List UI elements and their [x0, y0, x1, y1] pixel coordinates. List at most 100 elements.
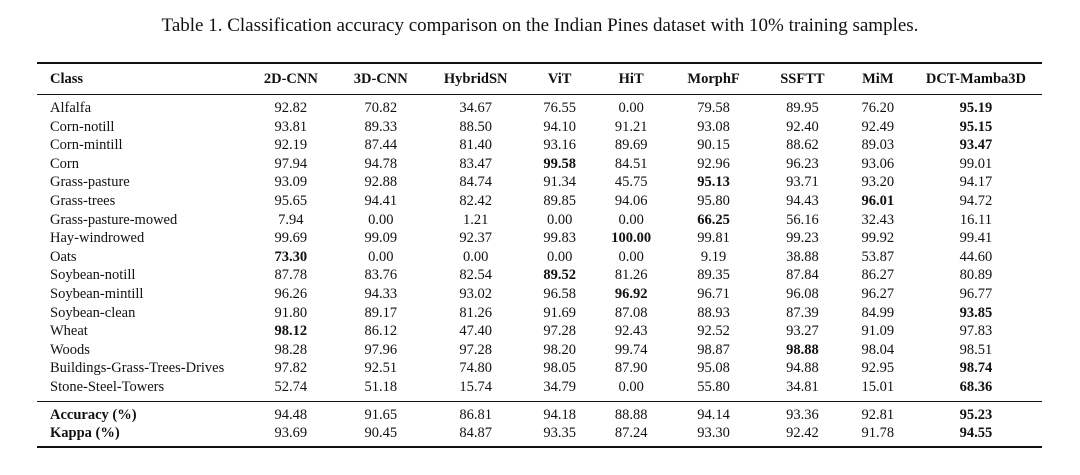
cell-mim: 53.87: [861, 248, 895, 265]
cell-hit: 81.26: [614, 267, 648, 284]
cell-ssftt: 94.88: [786, 360, 819, 377]
cell-mim: 86.27: [861, 267, 895, 284]
cell-vit: 89.85: [543, 192, 576, 209]
cell-dct-mamba3d: 95.23: [909, 400, 1042, 425]
cell-3d-cnn: 94.78: [364, 155, 398, 172]
cell-3d-cnn: 92.51: [364, 360, 398, 377]
row-label: Soybean-clean: [50, 304, 136, 321]
cell-dct-mamba3d: 44.60: [959, 248, 993, 265]
cell-3d-cnn: 83.76: [364, 267, 398, 284]
cell-3d-cnn: 51.18: [364, 378, 398, 395]
cell-vit: 94.18: [525, 400, 595, 425]
cell-hit: 0.00: [618, 211, 644, 228]
cell-2d-cnn: 93.09: [274, 174, 308, 191]
cell-vit: 96.58: [543, 285, 576, 302]
cell-ssftt: 93.27: [786, 323, 819, 340]
cell-ssftt: 88.62: [786, 137, 819, 154]
cell-morphf: 9.19: [700, 248, 727, 265]
cell-vit: 93.35: [525, 424, 595, 448]
table-row: Grass-pasture 93.09 92.88 84.74 91.34 45.75 95…: [37, 173, 1042, 192]
cell-vit: 91.69: [543, 304, 576, 321]
cell-3d-cnn: 97.96: [364, 341, 398, 358]
cell-morphf: 95.80: [697, 192, 730, 209]
cell-vit: 34.79: [543, 378, 576, 395]
cell-3d-cnn: 0.00: [368, 211, 394, 228]
cell-dct-mamba3d: 97.83: [959, 323, 993, 340]
cell-3d-cnn: 92.88: [364, 174, 398, 191]
cell-dct-mamba3d: 94.72: [959, 192, 993, 209]
table-row: Woods 98.28 97.96 97.28 98.20 99.74 98.87 98.88…: [37, 341, 1042, 360]
cell-morphf: 99.81: [697, 230, 730, 247]
summary-row: Kappa (%) 93.69 90.45 84.87 93.35 87.24 93.30 9…: [37, 424, 1042, 448]
table-row: Corn-notill 93.81 89.33 88.50 94.10 91.21 93.0…: [37, 118, 1042, 137]
cell-mim: 92.95: [861, 360, 895, 377]
table-summary: Accuracy (%) 94.48 91.65 86.81 94.18 88.88 94.…: [37, 400, 1042, 448]
cell-3d-cnn: 89.33: [364, 118, 398, 135]
cell-hit: 96.92: [614, 285, 648, 302]
cell-ssftt: 96.23: [786, 155, 819, 172]
cell-3d-cnn: 99.09: [364, 230, 398, 247]
row-label: Alfalfa: [50, 100, 92, 116]
cell-2d-cnn: 95.65: [274, 192, 308, 209]
cell-mim: 99.92: [861, 230, 895, 247]
cell-hit: 89.69: [614, 137, 648, 154]
cell-mim: 93.06: [861, 155, 895, 172]
cell-mim: 91.78: [845, 424, 910, 448]
table-row: Buildings-Grass-Trees-Drives 97.82 92.51 74…: [37, 359, 1042, 378]
cell-morphf: 66.25: [697, 211, 730, 228]
cell-mim: 96.27: [861, 285, 895, 302]
column-header-3d-cnn: 3D-CNN: [335, 62, 427, 95]
cell-hit: 88.88: [594, 400, 669, 425]
cell-3d-cnn: 70.82: [364, 100, 398, 116]
cell-dct-mamba3d: 95.19: [959, 100, 993, 116]
cell-hybridsn: 1.21: [463, 211, 489, 228]
table-row: Corn-mintill 92.19 87.44 81.40 93.16 89.69 90.…: [37, 136, 1042, 155]
row-label: Corn-mintill: [50, 137, 123, 154]
cell-hybridsn: 82.54: [459, 267, 493, 284]
cell-hit: 92.43: [614, 323, 648, 340]
cell-hybridsn: 93.02: [459, 285, 493, 302]
row-label: Hay-windrowed: [50, 230, 145, 247]
cell-2d-cnn: 97.94: [274, 155, 308, 172]
cell-hybridsn: 74.80: [459, 360, 493, 377]
table-row: Soybean-mintill 96.26 94.33 93.02 96.58 96.92…: [37, 285, 1042, 304]
cell-hit: 0.00: [618, 248, 644, 265]
cell-hit: 45.75: [614, 174, 648, 191]
cell-hit: 87.24: [594, 424, 669, 448]
cell-ssftt: 89.95: [786, 100, 819, 116]
cell-dct-mamba3d: 94.55: [909, 424, 1042, 448]
table-row: Corn 97.94 94.78 83.47 99.58 84.51 92.96 96.23 9…: [37, 155, 1042, 174]
row-label: Stone-Steel-Towers: [50, 378, 165, 395]
cell-morphf: 94.14: [668, 400, 760, 425]
table-row: Alfalfa 92.82 70.82 34.67 76.55 0.00 79.58 89.9…: [37, 95, 1042, 118]
cell-mim: 96.01: [861, 192, 895, 209]
table-header-row: Class 2D-CNN 3D-CNN HybridSN ViT HiT MorphF SSF…: [37, 62, 1042, 95]
column-header-mim: MiM: [845, 62, 910, 95]
cell-morphf: 92.52: [697, 323, 730, 340]
cell-hit: 100.00: [611, 230, 652, 247]
cell-3d-cnn: 91.65: [335, 400, 427, 425]
row-label: Woods: [50, 341, 90, 358]
cell-dct-mamba3d: 99.41: [959, 230, 993, 247]
cell-dct-mamba3d: 98.51: [959, 341, 993, 358]
results-table-container: Class 2D-CNN 3D-CNN HybridSN ViT HiT MorphF SSF…: [37, 62, 1042, 448]
cell-3d-cnn: 87.44: [364, 137, 398, 154]
cell-ssftt: 56.16: [786, 211, 819, 228]
cell-ssftt: 87.84: [786, 267, 819, 284]
cell-hybridsn: 92.37: [459, 230, 493, 247]
cell-2d-cnn: 92.19: [274, 137, 308, 154]
cell-dct-mamba3d: 94.17: [959, 174, 993, 191]
column-header-dct-mamba3d: DCT-Mamba3D: [909, 62, 1042, 95]
cell-hybridsn: 15.74: [459, 378, 493, 395]
column-header-class: Class: [37, 62, 247, 95]
row-label: Accuracy (%): [37, 400, 247, 425]
cell-morphf: 90.15: [697, 137, 730, 154]
cell-dct-mamba3d: 98.74: [959, 360, 993, 377]
cell-hybridsn: 47.40: [459, 323, 493, 340]
table-caption: Table 1. Classification accuracy compari…: [161, 15, 919, 36]
row-label: Corn-notill: [50, 118, 115, 135]
cell-vit: 99.58: [543, 155, 576, 172]
table-row: Soybean-clean 91.80 89.17 81.26 91.69 87.08 88…: [37, 304, 1042, 323]
cell-hit: 87.90: [614, 360, 648, 377]
results-table: Class 2D-CNN 3D-CNN HybridSN ViT HiT MorphF SSF…: [37, 62, 1042, 448]
